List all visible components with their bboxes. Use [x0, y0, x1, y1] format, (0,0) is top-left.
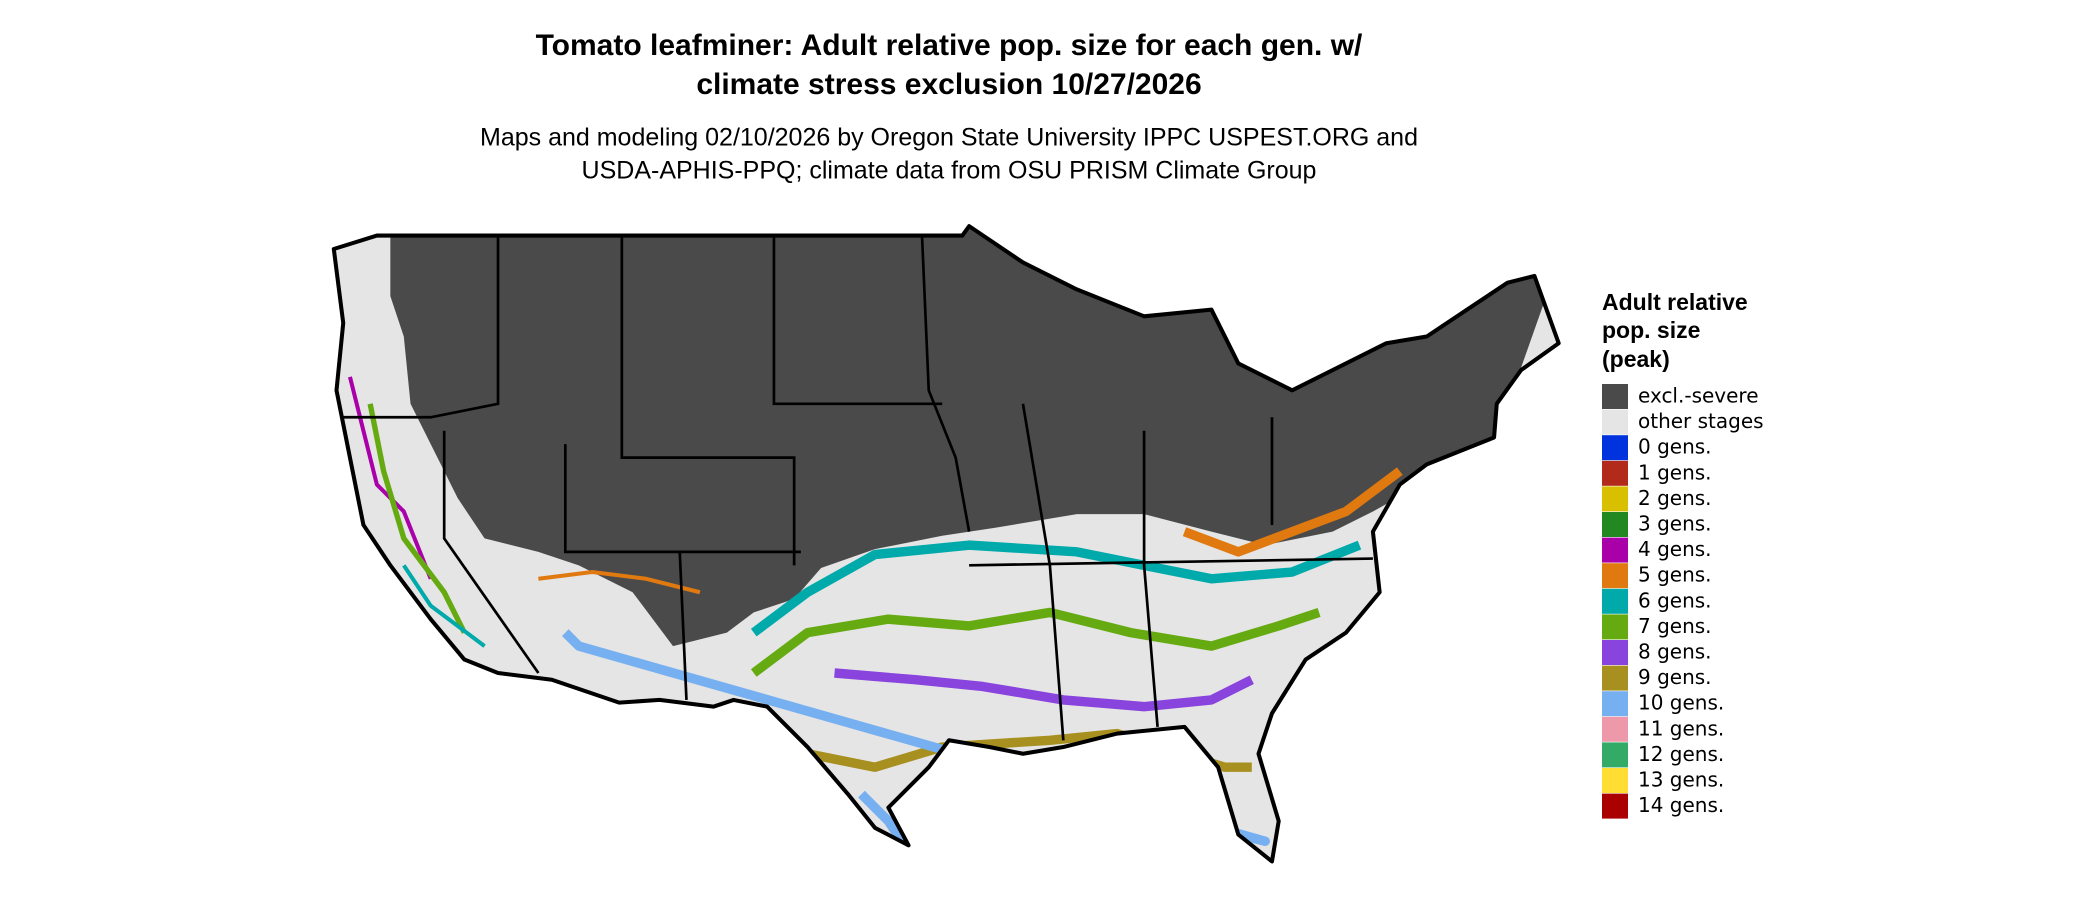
legend-label: 9 gens.	[1638, 665, 1712, 689]
legend-label: 1 gens.	[1638, 460, 1712, 484]
title: climate stress exclusion 10/27/2026	[696, 68, 1201, 101]
legend-swatch	[1602, 512, 1628, 537]
legend-swatch	[1602, 537, 1628, 563]
legend-swatch	[1602, 486, 1628, 512]
legend-label: 4 gens.	[1638, 537, 1712, 561]
legend-label: 10 gens.	[1638, 691, 1724, 715]
legend-label: 7 gens.	[1638, 614, 1712, 638]
legend-label: excl.-severe	[1638, 384, 1759, 408]
legend-label: other stages	[1638, 409, 1764, 433]
legend-swatch	[1602, 563, 1628, 589]
legend-label: 8 gens.	[1638, 640, 1712, 664]
legend-swatch	[1602, 384, 1628, 409]
us-map	[331, 224, 1561, 864]
legend-label: 2 gens.	[1638, 486, 1712, 510]
legend-title: (peak)	[1602, 346, 1670, 372]
legend-swatch	[1602, 768, 1628, 793]
title: Tomato leafminer: Adult relative pop. si…	[536, 29, 1363, 62]
legend-label: 0 gens.	[1638, 435, 1712, 459]
legend-swatch	[1602, 793, 1628, 819]
legend-title: Adult relative	[1602, 289, 1748, 315]
subtitle: USDA-APHIS-PPQ; climate data from OSU PR…	[582, 157, 1317, 185]
legend-label: 3 gens.	[1638, 512, 1712, 536]
legend-label: 13 gens.	[1638, 768, 1724, 792]
legend-swatch	[1602, 665, 1628, 691]
legend-swatch	[1602, 588, 1628, 614]
legend-swatch	[1602, 614, 1628, 640]
legend-label: 5 gens.	[1638, 563, 1712, 587]
legend-label: 14 gens.	[1638, 793, 1724, 817]
legend-swatch	[1602, 716, 1628, 742]
legend-swatch	[1602, 640, 1628, 665]
legend-label: 6 gens.	[1638, 588, 1712, 612]
subtitle: Maps and modeling 02/10/2026 by Oregon S…	[480, 124, 1418, 152]
legend-label: 12 gens.	[1638, 742, 1724, 766]
legend-swatch	[1602, 460, 1628, 486]
legend-title: pop. size	[1602, 317, 1700, 343]
legend-label: 11 gens.	[1638, 716, 1724, 740]
legend-swatch	[1602, 742, 1628, 768]
legend-swatch	[1602, 691, 1628, 717]
legend-swatch	[1602, 409, 1628, 435]
legend-swatch	[1602, 435, 1628, 461]
